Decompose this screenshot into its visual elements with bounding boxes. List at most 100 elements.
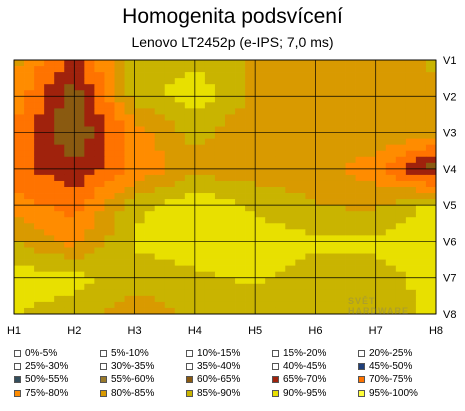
heatmap-cell: [235, 253, 246, 260]
heatmap-cell: [255, 150, 266, 158]
heatmap-cell: [114, 271, 125, 279]
heatmap-cell: [44, 138, 55, 146]
heatmap-cell: [325, 193, 336, 200]
heatmap-cell: [214, 205, 226, 212]
heatmap-cell: [325, 60, 336, 67]
heatmap-cell: [255, 138, 266, 146]
heatmap-cell: [385, 235, 397, 242]
heatmap-cell: [64, 132, 75, 139]
heatmap-cell: [365, 84, 377, 91]
heatmap-cell: [395, 72, 407, 79]
heatmap-cell: [54, 301, 65, 309]
heatmap-cell: [325, 223, 336, 230]
heatmap-cell: [164, 223, 176, 230]
heatmap-cell: [184, 168, 196, 176]
heatmap-cell: [305, 223, 316, 230]
heatmap-cell: [405, 271, 417, 279]
heatmap-cell: [395, 60, 407, 67]
heatmap-cell: [335, 102, 346, 109]
heatmap-cell: [104, 193, 115, 200]
heatmap-cell: [335, 108, 346, 115]
heatmap-cell: [325, 108, 336, 115]
heatmap-cell: [365, 205, 377, 212]
heatmap-cell: [194, 156, 206, 164]
heatmap-cell: [184, 66, 196, 73]
heatmap-cell: [295, 187, 306, 194]
heatmap-cell: [425, 295, 437, 303]
heatmap-cell: [235, 265, 246, 273]
heatmap-cell: [24, 205, 35, 212]
heatmap-cell: [204, 138, 216, 146]
heatmap-cell: [54, 199, 65, 206]
heatmap-cell: [214, 66, 226, 73]
heatmap-cell: [275, 205, 286, 212]
heatmap-cell: [124, 247, 135, 254]
heatmap-cell: [154, 144, 166, 152]
heatmap-cell: [84, 205, 95, 212]
heatmap-cell: [204, 307, 216, 315]
heatmap-cell: [275, 156, 286, 164]
heatmap-cell: [54, 223, 65, 230]
heatmap-cell: [345, 162, 356, 170]
heatmap-cell: [385, 120, 397, 127]
heatmap-cell: [194, 235, 206, 242]
heatmap-cell: [335, 174, 346, 182]
heatmap-cell: [365, 277, 377, 285]
heatmap-cell: [124, 78, 135, 85]
heatmap-cell: [305, 265, 316, 273]
heatmap-cell: [74, 84, 85, 91]
heatmap-cell: [74, 138, 85, 146]
heatmap-cell: [415, 277, 427, 285]
heatmap-cell: [184, 217, 196, 224]
heatmap-cell: [174, 211, 186, 218]
heatmap-cell: [144, 235, 156, 242]
heatmap-cell: [245, 114, 256, 121]
heatmap-cell: [204, 108, 216, 115]
heatmap-cell: [285, 253, 296, 260]
heatmap-cell: [124, 66, 135, 73]
heatmap-cell: [295, 307, 306, 315]
heatmap-cell: [275, 78, 286, 85]
heatmap-cell: [64, 84, 75, 91]
heatmap-cell: [305, 108, 316, 115]
heatmap-cell: [64, 156, 75, 164]
heatmap-cell: [124, 114, 135, 121]
heatmap-cell: [124, 60, 135, 67]
heatmap-cell: [74, 199, 85, 206]
heatmap-cell: [94, 102, 105, 109]
heatmap-cell: [265, 84, 276, 91]
heatmap-cell: [114, 168, 125, 176]
heatmap-cell: [54, 253, 65, 260]
heatmap-cell: [94, 96, 105, 103]
heatmap-cell: [235, 150, 246, 158]
heatmap-cell: [275, 174, 286, 182]
heatmap-cell: [345, 90, 356, 97]
heatmap-cell: [425, 307, 437, 315]
heatmap-cell: [34, 144, 45, 152]
heatmap-cell: [164, 174, 176, 182]
heatmap-cell: [84, 283, 95, 291]
heatmap-cell: [44, 277, 55, 285]
heatmap-cell: [405, 205, 417, 212]
heatmap-cell: [154, 78, 166, 85]
heatmap-cell: [265, 108, 276, 115]
heatmap-cell: [315, 241, 326, 248]
heatmap-cell: [144, 265, 156, 273]
heatmap-cell: [415, 102, 427, 109]
heatmap-cell: [74, 114, 85, 121]
heatmap-cell: [24, 247, 35, 254]
heatmap-cell: [395, 217, 407, 224]
heatmap-cell: [184, 283, 196, 291]
heatmap-cell: [405, 307, 417, 315]
heatmap-cell: [405, 90, 417, 97]
heatmap-cell: [415, 66, 427, 73]
heatmap-cell: [214, 114, 226, 121]
heatmap-cell: [204, 120, 216, 127]
heatmap-cell: [14, 84, 25, 91]
heatmap-cell: [285, 84, 296, 91]
heatmap-cell: [405, 253, 417, 260]
heatmap-cell: [315, 253, 326, 260]
heatmap-cell: [204, 150, 216, 158]
heatmap-cell: [24, 102, 35, 109]
heatmap-cell: [204, 235, 216, 242]
